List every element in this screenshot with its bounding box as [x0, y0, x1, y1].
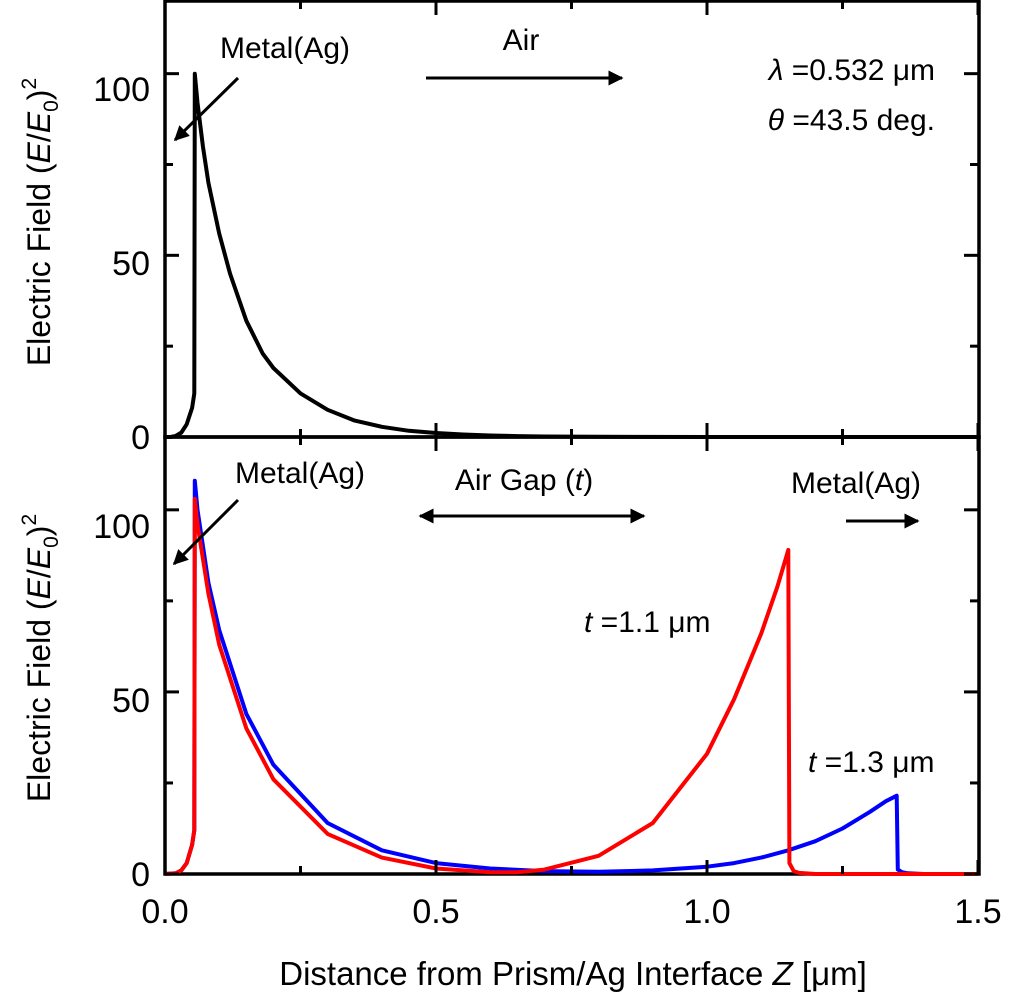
top-plot-area [165, 71, 978, 439]
bottom-metal-left-arrow [172, 498, 240, 566]
bottom-plot-frame [163, 435, 981, 876]
top-y-axis-label: Electric Field (E/E0)2 [18, 78, 63, 366]
top-ytick-label-0: 0 [131, 419, 150, 457]
top-ytick-label-50: 50 [112, 245, 150, 283]
bottom-curve-t-1-3 [164, 478, 978, 876]
xtick-label-0-0: 0.0 [141, 893, 188, 931]
bottom-ytick-label-50: 50 [112, 682, 150, 720]
bottom-y-axis-label: Electric Field (E/E0)2 [18, 514, 63, 802]
top-metal-arrow [173, 76, 240, 142]
top-curve-single-interface [165, 71, 978, 439]
top-annotation-theta: θ =43.5 deg. [768, 104, 935, 137]
top-ytick-label-100: 100 [93, 71, 150, 109]
bottom-annotation-t-1-1: t =1.1 μm [584, 606, 711, 639]
bottom-annotation-metal-right: Metal(Ag) [791, 467, 921, 500]
bottom-annotation-t-1-3: t =1.3 μm [808, 746, 935, 779]
top-annotation-metal: Metal(Ag) [220, 32, 350, 65]
x-axis-label: Distance from Prism/Ag Interface Z [μm] [279, 955, 867, 992]
bottom-plot-area [164, 478, 978, 876]
bottom-ytick-label-0: 0 [131, 856, 150, 894]
bottom-ytick-label-100: 100 [93, 508, 150, 546]
axis-ticks [163, 1, 980, 876]
top-annotation-lambda: λ =0.532 μm [767, 54, 935, 87]
xtick-label-1-5: 1.5 [954, 893, 1001, 931]
bottom-annotation-metal-left: Metal(Ag) [235, 457, 365, 490]
top-annotation-air: Air [503, 24, 540, 57]
bottom-curve-t-1-1 [164, 496, 978, 876]
xtick-label-0-5: 0.5 [412, 893, 459, 931]
bottom-annotation-air-gap: Air Gap (t) [455, 464, 593, 497]
xtick-label-1-0: 1.0 [683, 893, 730, 931]
